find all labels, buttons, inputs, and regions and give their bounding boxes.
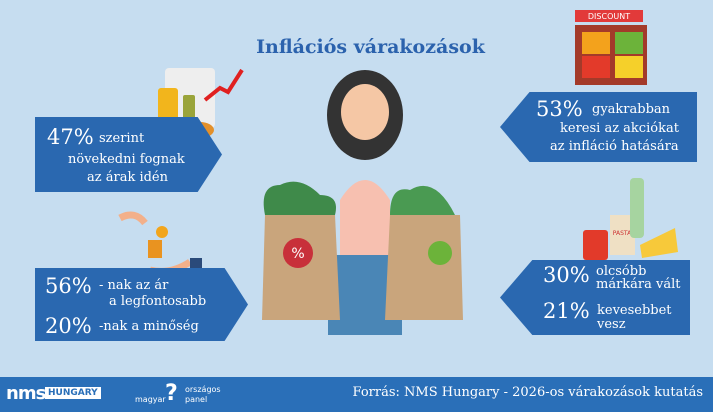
- market-stall-icon: DISCOUNT: [575, 10, 647, 85]
- stat-text: az árak idén: [87, 170, 169, 185]
- discount-sign: DISCOUNT: [588, 12, 630, 21]
- stat-text: növekedni fognak: [68, 152, 185, 167]
- stat-text: -nak a minőség: [99, 319, 199, 334]
- stat-text: keresi az akciókat: [560, 121, 679, 136]
- stat-box-price-expectation: 47% szerint növekedni fognak az árak idé…: [35, 117, 222, 192]
- stat-text: kevesebbet: [597, 303, 672, 318]
- footer: nms HUNGARY magyar ? országos panel Forr…: [0, 377, 713, 412]
- stat-text: az infláció hatására: [550, 139, 679, 154]
- stat-text: a legfontosabb: [109, 294, 207, 309]
- stat-value: 21%: [543, 299, 590, 323]
- stat-value: 20%: [45, 314, 92, 338]
- woman-with-bags-illustration: %: [262, 70, 463, 335]
- stat-text: márkára vált: [596, 277, 681, 292]
- source-text: Forrás: NMS Hungary - 2026-os várakozáso…: [352, 385, 703, 400]
- svg-text:%: %: [291, 246, 304, 262]
- svg-text:PASTA: PASTA: [613, 230, 632, 237]
- pantry-items-icon: PASTA: [583, 178, 678, 260]
- stat-value: 53%: [536, 97, 583, 121]
- stat-box-promotions: 53% gyakrabban keresi az akciókat az inf…: [500, 92, 697, 162]
- stat-text: olcsóbb: [596, 264, 647, 279]
- nms-logo-tag: HUNGARY: [45, 387, 101, 399]
- stat-value: 47%: [47, 125, 94, 149]
- nms-logo: nms: [6, 383, 46, 404]
- stat-value: 56%: [45, 274, 92, 298]
- stat-box-behaviour: 30% olcsóbb márkára vált 21% kevesebbet …: [500, 260, 690, 335]
- page-title: Inflációs várakozások: [256, 36, 485, 58]
- stat-text: gyakrabban: [592, 102, 671, 117]
- stat-text: vesz: [597, 317, 626, 332]
- stat-value: 30%: [543, 263, 590, 287]
- stat-box-importance: 56% - nak az ár a legfontosabb 20% -nak …: [35, 268, 248, 341]
- stat-text: - nak az ár: [99, 278, 169, 293]
- stat-text: szerint: [99, 131, 145, 146]
- coins-icon: [118, 211, 202, 275]
